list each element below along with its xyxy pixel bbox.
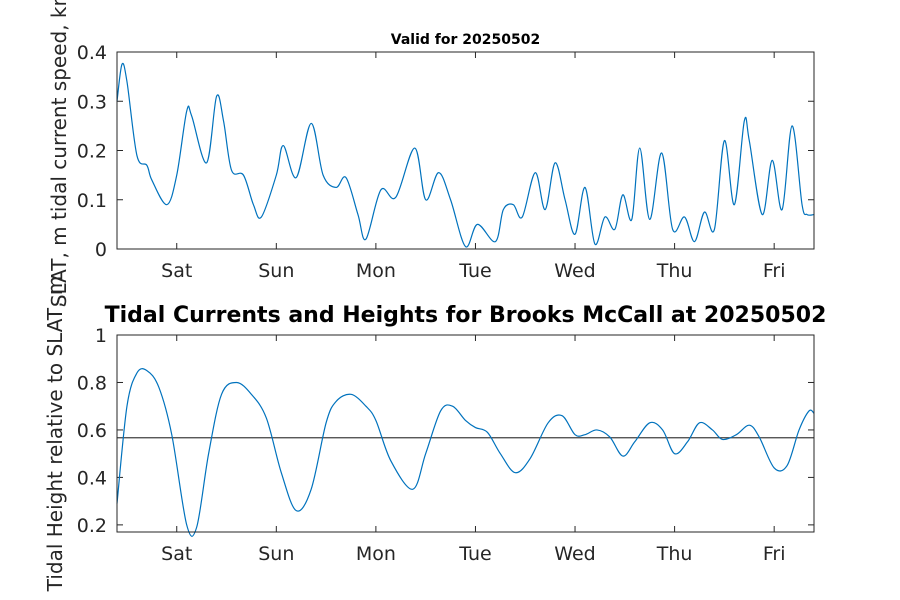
tidal-height-xtick-label: Sat	[161, 543, 192, 565]
current-speed-xtick-label: Thu	[656, 260, 693, 282]
current-speed-xtick-label: Fri	[763, 260, 786, 282]
current-speed-ytick-label: 0.4	[77, 42, 107, 64]
tidal-height-ytick-label: 0.6	[77, 420, 107, 442]
current-speed-ticks: Sat Sun Mon Tue Wed Thu Fri 0 0.1 0.2 0.3 0.4	[77, 42, 814, 282]
current-speed-axes-frame	[116, 51, 815, 250]
tidal-height-plot-area	[117, 335, 814, 532]
current-speed-ytick-label: 0	[95, 239, 107, 261]
current-speed-ytick-label: 0.2	[77, 141, 107, 163]
tidal-height-xtick-label: Thu	[656, 543, 693, 565]
current-speed-ylabel: SLAT, m tidal current speed, kn	[47, 0, 71, 307]
tidal-height-ticks: Sat Sun Mon Tue Wed Thu Fri 0.2 0.4 0.6 0.8 1	[77, 325, 814, 565]
tidal-height-xtick-label: Sun	[258, 543, 294, 565]
current-speed-xtick-label: Mon	[356, 260, 396, 282]
tidal-height-xtick-label: Mon	[356, 543, 396, 565]
current-speed-line	[116, 62, 815, 248]
tidal-height-ytick-label: 0.2	[77, 515, 107, 537]
current-speed-xtick-label: Sat	[161, 260, 192, 282]
current-speed-xtick-label: Sun	[258, 260, 294, 282]
tidal-height-ytick-label: 0.8	[77, 372, 107, 394]
tidal-height-xtick-label: Wed	[554, 543, 595, 565]
tidal-height-xtick-label: Tue	[458, 543, 491, 565]
current-speed-ytick-label: 0.3	[77, 91, 107, 113]
tidal-height-xtick-label: Fri	[763, 543, 786, 565]
tidal-height-ytick-label: 0.4	[77, 467, 107, 489]
current-speed-panel: Sat Sun Mon Tue Wed Thu Fri 0 0.1 0.2 0.3 0.4 Valid…	[47, 0, 815, 307]
tidal-height-title: Tidal Currents and Heights for Brooks Mc…	[105, 303, 827, 328]
tidal-height-axes-frame	[116, 334, 815, 533]
tidal-height-ylabel: Tidal Height relative to SLAT, m	[43, 276, 67, 593]
tidal-height-panel: Sat Sun Mon Tue Wed Thu Fri 0.2 0.4 0.6 0.8 1 Tidal…	[43, 276, 826, 593]
current-speed-ytick-label: 0.1	[77, 190, 107, 212]
current-speed-xtick-label: Wed	[554, 260, 595, 282]
current-speed-title: Valid for 20250502	[391, 32, 540, 48]
current-speed-xtick-label: Tue	[458, 260, 491, 282]
tidal-height-ytick-label: 1	[95, 325, 107, 347]
tidal-height-line	[116, 368, 815, 537]
current-speed-plot-area	[117, 52, 814, 249]
